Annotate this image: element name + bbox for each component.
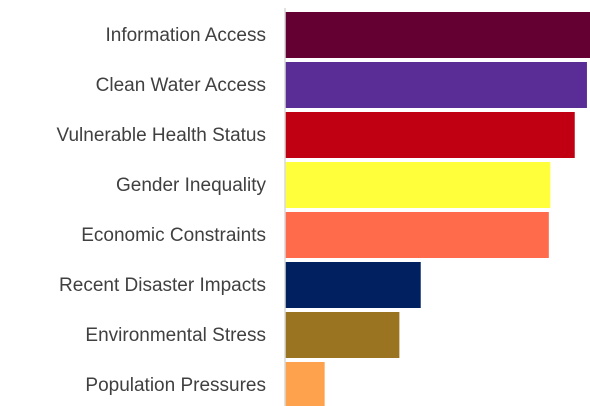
category-labels-group: Information Access Clean Water Access Vuln… [57, 25, 267, 396]
bar-recent-disaster-impacts [285, 262, 421, 308]
bar-gender-inequality [285, 162, 551, 208]
category-label-population-pressures: Population Pressures [85, 375, 266, 396]
category-label-recent-disaster-impacts: Recent Disaster Impacts [59, 275, 266, 296]
category-label-economic-constraints: Economic Constraints [81, 225, 266, 246]
bars-group [285, 12, 590, 406]
bar-population-pressures [285, 362, 325, 406]
bar-information-access [285, 12, 590, 58]
bar-economic-constraints [285, 212, 549, 258]
category-label-information-access: Information Access [105, 25, 266, 46]
category-label-clean-water-access: Clean Water Access [96, 75, 266, 96]
bar-environmental-stress [285, 312, 400, 358]
category-label-gender-inequality: Gender Inequality [116, 175, 266, 196]
category-label-vulnerable-health-status: Vulnerable Health Status [57, 125, 266, 146]
category-label-environmental-stress: Environmental Stress [85, 325, 266, 346]
bar-clean-water-access [285, 62, 587, 108]
bar-vulnerable-health-status [285, 112, 575, 158]
